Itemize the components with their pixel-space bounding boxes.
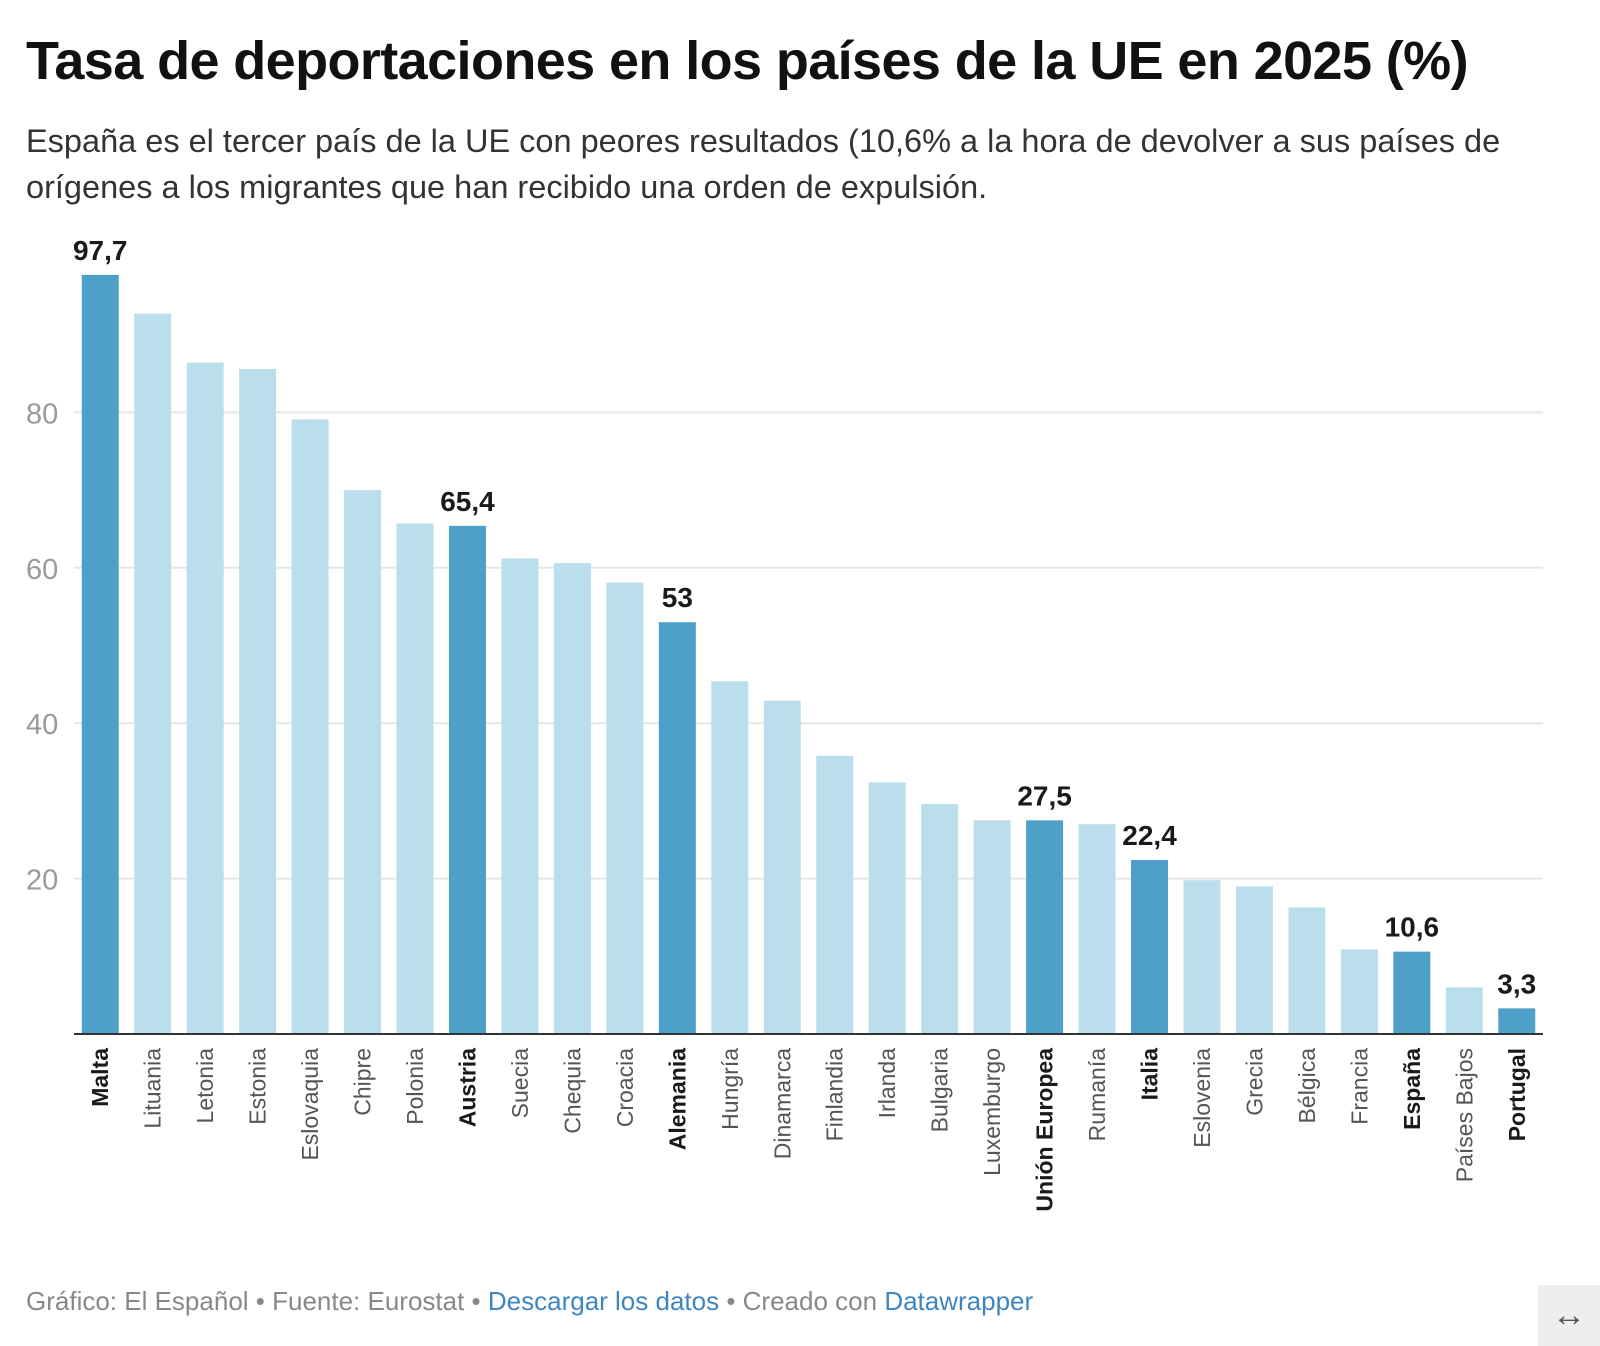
- x-tick-label-francia: Francia: [1346, 1048, 1372, 1125]
- bar-chipre: [344, 490, 382, 1035]
- x-tick-label-chipre: Chipre: [350, 1048, 376, 1116]
- value-labels: 97,7 65,4 53 27,5 22,4 10,6 3,3: [73, 235, 1536, 999]
- x-tick-label-grecia: Grecia: [1241, 1048, 1267, 1116]
- x-tick-label-finlandia: Finlandia: [822, 1048, 848, 1142]
- bar-letonia: [186, 362, 224, 1034]
- datawrapper-link[interactable]: Datawrapper: [884, 1286, 1034, 1316]
- bar-belgica: [1288, 907, 1326, 1034]
- value-label-espana: 10,6: [1385, 912, 1440, 943]
- bar-grecia: [1235, 886, 1273, 1034]
- x-tick-label-letonia: Letonia: [192, 1048, 218, 1124]
- x-tick-label-belgica: Bélgica: [1294, 1048, 1320, 1124]
- x-tick-label-luxemburgo: Luxemburgo: [979, 1048, 1005, 1176]
- x-tick-label-chequia: Chequia: [559, 1048, 585, 1134]
- x-tick-label-estonia: Estonia: [245, 1048, 271, 1125]
- bar-chart: 20 40 60 80 97,7 65,4 53 27,5 22,4 10,6 3,3 Malta…: [26, 235, 1543, 1212]
- bar-espana: [1393, 951, 1431, 1034]
- bars: [81, 274, 1536, 1035]
- x-tick-label-hungria: Hungría: [717, 1048, 743, 1130]
- bar-francia: [1340, 949, 1378, 1034]
- x-tick-label-suecia: Suecia: [507, 1048, 533, 1119]
- bar-eslovaquia: [291, 419, 329, 1034]
- value-label-malta: 97,7: [73, 235, 128, 266]
- bar-luxemburgo: [973, 820, 1011, 1034]
- x-tick-label-lituania: Lituania: [140, 1048, 166, 1129]
- chart-title: Tasa de deportaciones en los países de l…: [26, 31, 1469, 91]
- bar-lituania: [134, 313, 172, 1034]
- x-tick-label-malta: Malta: [87, 1048, 113, 1107]
- x-tick-label-polonia: Polonia: [402, 1048, 428, 1125]
- x-tick-label-portugal: Portugal: [1504, 1048, 1530, 1141]
- bar-portugal: [1498, 1008, 1536, 1034]
- footer-created-with: • Creado con: [719, 1286, 885, 1316]
- y-tick-label: 60: [26, 554, 58, 586]
- x-tick-label-rumania: Rumanía: [1084, 1048, 1110, 1142]
- x-tick-label-italia: Italia: [1137, 1048, 1163, 1101]
- download-data-link[interactable]: Descargar los datos: [487, 1286, 720, 1316]
- y-tick-label: 40: [26, 709, 58, 741]
- value-label-portugal: 3,3: [1497, 968, 1536, 999]
- x-axis-labels: Malta Lituania Letonia Estonia Eslovaquia Chi…: [87, 1048, 1530, 1212]
- value-label-alemania: 53: [662, 582, 693, 613]
- bar-polonia: [396, 523, 434, 1034]
- x-tick-label-croacia: Croacia: [612, 1048, 638, 1127]
- footer: Gráfico: El Español • Fuente: Eurostat •…: [26, 1286, 1033, 1317]
- y-tick-label: 80: [26, 398, 58, 430]
- bar-dinamarca: [763, 700, 801, 1034]
- value-label-union-europea: 27,5: [1017, 780, 1072, 811]
- x-tick-label-paises-bajos: Países Bajos: [1451, 1048, 1477, 1182]
- value-label-austria: 65,4: [440, 486, 495, 517]
- value-label-italia: 22,4: [1122, 820, 1177, 851]
- bar-rumania: [1078, 824, 1116, 1034]
- x-tick-label-austria: Austria: [454, 1048, 480, 1127]
- y-axis-ticks: 20 40 60 80: [26, 398, 58, 896]
- x-tick-label-eslovaquia: Eslovaquia: [297, 1048, 323, 1161]
- x-tick-label-bulgaria: Bulgaria: [927, 1048, 953, 1133]
- bar-eslovenia: [1183, 880, 1221, 1034]
- x-tick-label-alemania: Alemania: [664, 1048, 690, 1150]
- bar-estonia: [239, 368, 277, 1034]
- footer-credit: Gráfico: El Español • Fuente: Eurostat •: [26, 1286, 488, 1316]
- x-tick-label-espana: España: [1399, 1048, 1425, 1130]
- bar-union-europea: [1026, 820, 1064, 1034]
- bar-suecia: [501, 558, 539, 1034]
- bar-chequia: [553, 563, 591, 1034]
- x-tick-label-irlanda: Irlanda: [874, 1048, 900, 1119]
- resize-button[interactable]: ↔: [1538, 1285, 1600, 1346]
- x-tick-label-union-europea: Unión Europea: [1032, 1048, 1058, 1212]
- y-tick-label: 20: [26, 865, 58, 897]
- bar-irlanda: [868, 782, 906, 1034]
- bar-malta: [81, 274, 119, 1035]
- bar-hungria: [711, 681, 749, 1034]
- x-tick-label-eslovenia: Eslovenia: [1189, 1048, 1215, 1148]
- bar-finlandia: [816, 755, 854, 1034]
- bar-bulgaria: [921, 804, 959, 1034]
- bar-italia: [1131, 859, 1169, 1034]
- x-tick-label-dinamarca: Dinamarca: [769, 1048, 795, 1159]
- bar-alemania: [658, 622, 696, 1034]
- bar-croacia: [606, 582, 644, 1034]
- chart-subtitle: España es el tercer país de la UE con pe…: [26, 123, 1501, 205]
- bar-paises-bajos: [1445, 987, 1483, 1034]
- resize-icon: ↔: [1552, 1296, 1586, 1334]
- bar-austria: [448, 525, 486, 1034]
